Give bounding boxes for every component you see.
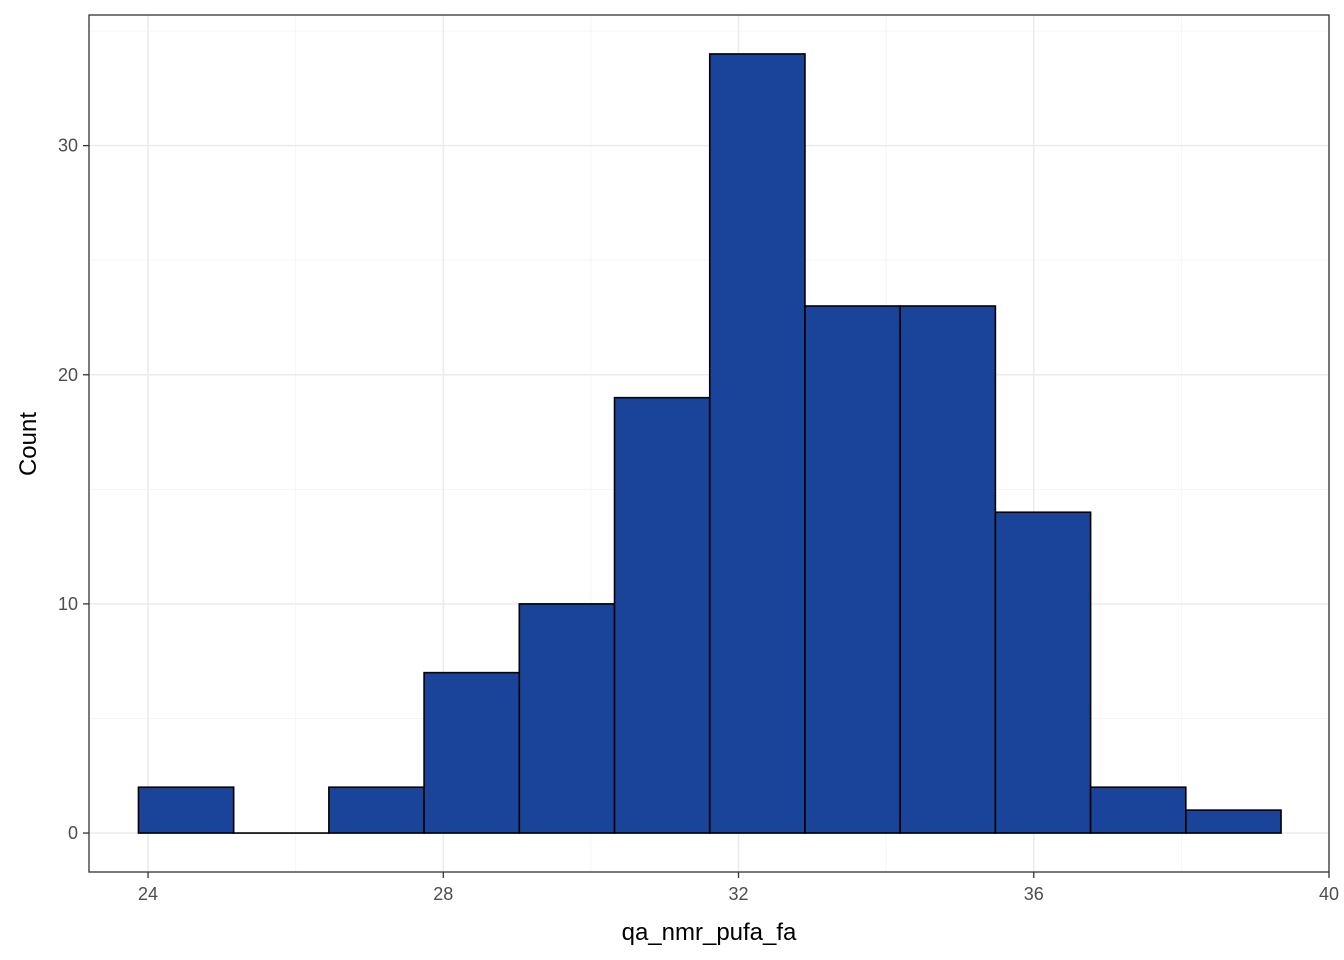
y-tick-label: 20 [58,365,78,385]
y-tick-label: 0 [68,823,78,843]
x-tick-label: 28 [433,884,453,904]
x-tick-label: 40 [1319,884,1339,904]
y-axis-ticks: 0 10 20 30 [58,136,89,843]
histogram-bar [899,305,997,834]
histogram-bar [1185,809,1282,834]
histogram-bar [1089,786,1187,834]
histogram-bar [613,396,711,834]
x-tick-label: 32 [729,884,749,904]
histogram-bar [804,305,901,834]
histogram-bar [137,786,235,834]
histogram-bar [518,603,616,834]
x-axis-title: qa_nmr_pufa_fa [622,919,797,946]
x-tick-label: 24 [138,884,158,904]
histogram-bars [137,53,1282,834]
y-axis-title: Count [15,412,42,476]
x-axis-ticks: 24 28 32 36 40 [138,872,1339,904]
histogram-bar [708,53,806,834]
histogram-bar [994,511,1092,834]
y-tick-label: 10 [58,594,78,614]
histogram-bar [423,671,521,834]
x-tick-label: 36 [1024,884,1044,904]
y-tick-label: 30 [58,136,78,156]
panel-border [88,14,1330,873]
histogram-bar [328,786,425,834]
